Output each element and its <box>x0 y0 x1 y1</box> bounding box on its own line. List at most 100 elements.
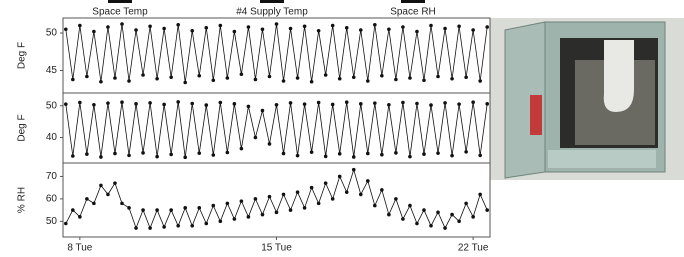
data-point <box>471 215 475 219</box>
data-point <box>240 147 244 151</box>
data-point <box>148 226 152 230</box>
pipe <box>604 40 634 112</box>
data-point <box>401 217 405 221</box>
data-point <box>338 152 342 156</box>
data-point <box>352 168 356 172</box>
data-point <box>204 26 208 30</box>
data-point <box>478 193 482 197</box>
data-point <box>352 155 356 159</box>
data-point <box>85 152 89 156</box>
data-point <box>120 22 124 26</box>
data-point <box>211 204 215 208</box>
x-tick-label: 15 Tue <box>261 243 292 254</box>
data-point <box>211 153 215 157</box>
data-point <box>78 101 82 105</box>
y-tick-label: 60 <box>46 194 58 205</box>
data-point <box>211 78 215 82</box>
data-point <box>359 193 363 197</box>
data-point <box>296 76 300 80</box>
data-point <box>282 79 286 83</box>
data-point <box>373 204 377 208</box>
data-point <box>240 72 244 76</box>
data-point <box>169 153 173 157</box>
photo <box>490 18 684 180</box>
data-point <box>169 208 173 212</box>
data-point <box>162 225 166 229</box>
data-point <box>197 206 201 210</box>
data-point <box>331 103 335 107</box>
data-point <box>247 215 251 219</box>
x-tick-label: 8 Tue <box>67 243 92 254</box>
data-point <box>106 193 110 197</box>
data-point <box>127 79 131 83</box>
y-tick-label: 45 <box>46 65 58 76</box>
data-point <box>261 109 265 113</box>
data-point <box>359 28 363 32</box>
data-point <box>78 215 82 219</box>
data-point <box>485 208 489 212</box>
data-point <box>85 197 89 201</box>
data-point <box>345 190 349 194</box>
data-point <box>275 22 279 26</box>
data-point <box>71 154 75 158</box>
data-point <box>443 27 447 31</box>
data-point <box>106 25 110 29</box>
data-point <box>169 75 173 79</box>
data-point <box>176 224 180 228</box>
data-point <box>127 206 131 210</box>
data-point <box>92 30 96 34</box>
data-point <box>373 101 377 105</box>
data-point <box>275 103 279 107</box>
data-point <box>134 28 138 32</box>
data-point <box>204 103 208 107</box>
legend-label: #4 Supply Temp <box>236 7 308 18</box>
data-point <box>338 175 342 179</box>
data-point <box>106 101 110 105</box>
door-label <box>530 95 542 135</box>
data-point <box>254 136 258 140</box>
data-point <box>92 202 96 206</box>
data-point <box>478 154 482 158</box>
data-point <box>387 213 391 217</box>
data-point <box>226 76 230 80</box>
data-point <box>155 155 159 159</box>
data-point <box>408 76 412 80</box>
data-point <box>275 211 279 215</box>
data-point <box>127 154 131 158</box>
data-point <box>162 27 166 31</box>
data-point <box>471 28 475 32</box>
data-point <box>289 101 293 105</box>
data-point <box>219 220 223 224</box>
data-point <box>415 222 419 226</box>
data-point <box>268 195 272 199</box>
data-point <box>457 220 461 224</box>
legend-label: Space RH <box>390 7 436 18</box>
data-point <box>141 151 145 155</box>
data-point <box>282 152 286 156</box>
data-point <box>464 75 468 79</box>
y-tick-label: 40 <box>46 132 58 143</box>
data-point <box>366 79 370 83</box>
data-point <box>204 222 208 226</box>
data-point <box>120 202 124 206</box>
data-point <box>64 222 68 226</box>
y-tick-label: 70 <box>46 171 58 182</box>
data-point <box>197 151 201 155</box>
data-point <box>190 102 194 106</box>
data-point <box>450 77 454 81</box>
data-point <box>120 100 124 104</box>
data-point <box>401 101 405 105</box>
data-point <box>387 103 391 107</box>
data-point <box>436 151 440 155</box>
data-point <box>422 78 426 82</box>
data-point <box>380 188 384 192</box>
data-point <box>394 78 398 82</box>
data-point <box>429 224 433 228</box>
data-point <box>162 103 166 107</box>
data-point <box>303 206 307 210</box>
data-point <box>331 24 335 28</box>
data-point <box>233 30 237 34</box>
legend-swatch <box>260 0 284 3</box>
data-point <box>113 152 117 156</box>
data-point <box>394 197 398 201</box>
